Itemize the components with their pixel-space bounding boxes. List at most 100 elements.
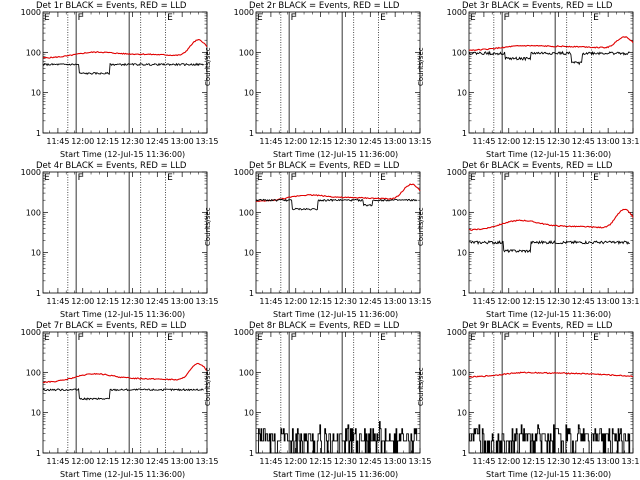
y-tick-label: 100 [26,48,41,57]
x-tick-label: 12:30 [121,297,144,306]
y-tick-label: 1 [249,289,254,298]
panel-plot: 1 10 100 1000 11:45 12:00 12:15 12:30 12:45 13:00… [234,168,432,306]
panel-title: Det 1r BLACK = Events, RED = LLD [36,1,187,11]
x-tick-label: 12:45 [572,457,595,466]
x-tick-label: 12:15 [522,137,545,146]
x-tick-label: 13:00 [597,137,620,146]
series-lld [468,371,634,378]
x-tick-label: 12:00 [497,297,520,306]
flag-label: E [470,333,476,343]
flag-label: F [291,173,296,183]
x-tick-label: 12:30 [334,297,357,306]
x-tick-label: 12:45 [572,137,595,146]
x-tick-label: 13:15 [621,457,640,466]
x-tick-label: 12:00 [284,137,307,146]
x-tick-label: 12:45 [146,457,169,466]
y-tick-label: 1000 [447,328,467,337]
y-tick-label: 1000 [21,328,41,337]
x-tick-label: 13:15 [408,457,431,466]
flag-label: F [291,13,296,23]
y-tick-label: 100 [452,368,467,377]
panel-det-8r: Det 8r BLACK = Events, RED = LLD Start Ti… [204,320,432,480]
flag-label: E [167,13,173,23]
x-tick-label: 12:30 [547,297,570,306]
flag-label: E [380,13,386,23]
x-tick-label: 13:15 [408,137,431,146]
plot-frame [42,11,208,134]
x-tick-label: 11:45 [472,297,495,306]
y-tick-label: 1000 [21,168,41,177]
x-tick-label: 12:15 [96,457,119,466]
x-tick-label: 12:00 [284,297,307,306]
x-tick-label: 12:30 [121,137,144,146]
flag-label: F [78,333,83,343]
series-events [468,239,630,254]
y-tick-label: 1 [36,449,41,458]
x-axis-title: Start Time (12-Jul-15 11:36:00) [273,150,399,159]
x-tick-label: 11:45 [259,297,282,306]
x-tick-label: 12:45 [146,297,169,306]
y-axis-title: Counts/sec [417,367,425,406]
flag-label: E [470,13,476,23]
x-tick-label: 12:00 [71,137,94,146]
x-tick-label: 13:00 [384,457,407,466]
panel-det-5r: Det 5r BLACK = Events, RED = LLD Start Ti… [204,160,432,320]
x-tick-label: 12:15 [309,297,332,306]
x-tick-label: 11:45 [259,137,282,146]
panel-plot: 1 10 100 1000 11:45 12:00 12:15 12:30 12:45 13:00… [234,8,432,146]
flag-label: E [257,13,263,23]
y-axis-title: Counts/sec [204,47,212,86]
x-tick-label: 12:15 [522,457,545,466]
plot-frame [42,171,208,294]
flag-label: E [167,173,173,183]
plot-frame [468,331,634,454]
y-tick-label: 1000 [447,168,467,177]
series-lld [42,362,208,384]
y-tick-label: 10 [457,409,467,418]
panel-det-4r: Det 4r BLACK = Events, RED = LLD Start Ti… [0,160,219,320]
x-axis-title: Start Time (12-Jul-15 11:36:00) [60,150,186,159]
x-tick-label: 12:45 [359,457,382,466]
x-tick-label: 13:15 [621,297,640,306]
series-events [469,424,631,454]
panel-det-9r: Det 9r BLACK = Events, RED = LLD Start Ti… [417,320,640,480]
panel-det-3r: Det 3r BLACK = Events, RED = LLD Start Ti… [417,0,640,160]
panel-title: Det 7r BLACK = Events, RED = LLD [36,321,187,331]
flag-label: E [380,173,386,183]
x-tick-label: 13:15 [195,457,218,466]
y-axis-title: Counts/sec [417,207,425,246]
x-tick-label: 12:45 [146,137,169,146]
x-tick-label: 12:45 [572,297,595,306]
x-tick-label: 12:45 [359,297,382,306]
y-tick-label: 10 [244,89,254,98]
flag-label: E [470,173,476,183]
flag-label: F [504,13,509,23]
flag-label: E [593,13,599,23]
flag-label: E [257,333,263,343]
x-tick-label: 12:00 [71,297,94,306]
x-tick-label: 12:15 [96,297,119,306]
y-tick-label: 1 [462,449,467,458]
x-tick-label: 13:00 [384,137,407,146]
y-tick-label: 10 [31,89,41,98]
panel-title: Det 6r BLACK = Events, RED = LLD [462,161,613,171]
x-tick-label: 11:45 [46,137,69,146]
flag-label: E [44,13,50,23]
x-tick-label: 13:15 [621,137,640,146]
y-tick-label: 1 [36,129,41,138]
x-tick-label: 13:00 [384,297,407,306]
x-tick-label: 12:00 [284,457,307,466]
y-tick-label: 10 [31,409,41,418]
series-events [256,421,418,454]
x-tick-label: 11:45 [472,137,495,146]
series-events [468,50,630,66]
flag-label: F [504,173,509,183]
x-axis-title: Start Time (12-Jul-15 11:36:00) [60,470,186,479]
y-tick-label: 1000 [234,168,254,177]
y-tick-label: 100 [26,368,41,377]
x-axis-title: Start Time (12-Jul-15 11:36:00) [486,150,612,159]
x-axis-title: Start Time (12-Jul-15 11:36:00) [486,470,612,479]
y-tick-label: 1000 [21,8,41,17]
plot-frame [42,331,208,454]
series-lld [468,36,634,52]
